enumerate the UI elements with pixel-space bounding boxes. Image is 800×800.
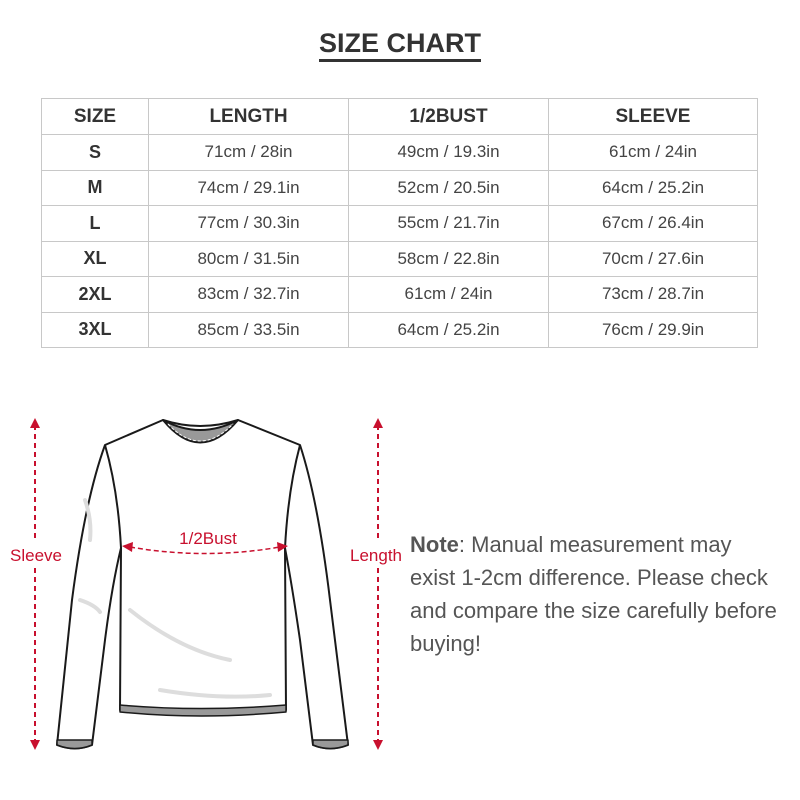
length-cell: 77cm / 30.3in bbox=[148, 205, 349, 242]
size-table: SIZE LENGTH 1/2BUST SLEEVE S 71cm / 28in 4… bbox=[41, 98, 758, 348]
length-cell: 71cm / 28in bbox=[148, 134, 349, 171]
length-cell: 85cm / 33.5in bbox=[148, 311, 349, 348]
table-row: M 74cm / 29.1in 52cm / 20.5in 64cm / 25.2in bbox=[41, 169, 758, 206]
note-label: Note bbox=[410, 532, 459, 557]
bust-cell: 58cm / 22.8in bbox=[348, 240, 549, 277]
shirt-icon bbox=[56, 419, 349, 750]
header-length: LENGTH bbox=[148, 98, 349, 135]
sleeve-arrow bbox=[30, 418, 40, 750]
length-cell: 83cm / 32.7in bbox=[148, 276, 349, 313]
size-cell: 3XL bbox=[41, 311, 149, 348]
length-cell: 74cm / 29.1in bbox=[148, 169, 349, 206]
size-cell: S bbox=[41, 134, 149, 171]
note-text: : Manual measurement may exist 1-2cm dif… bbox=[410, 532, 777, 656]
sleeve-cell: 67cm / 26.4in bbox=[548, 205, 758, 242]
header-sleeve: SLEEVE bbox=[548, 98, 758, 135]
size-cell: XL bbox=[41, 240, 149, 277]
table-header-row: SIZE LENGTH 1/2BUST SLEEVE bbox=[41, 98, 758, 135]
bust-cell: 64cm / 25.2in bbox=[348, 311, 549, 348]
bust-label: 1/2Bust bbox=[179, 529, 237, 548]
size-cell: L bbox=[41, 205, 149, 242]
page-title: SIZE CHART bbox=[0, 28, 800, 62]
bust-cell: 49cm / 19.3in bbox=[348, 134, 549, 171]
table-row: 2XL 83cm / 32.7in 61cm / 24in 73cm / 28.7in bbox=[41, 276, 758, 313]
measurement-note: Note: Manual measurement may exist 1-2cm… bbox=[410, 528, 780, 660]
bust-cell: 52cm / 20.5in bbox=[348, 169, 549, 206]
table-row: XL 80cm / 31.5in 58cm / 22.8in 70cm / 27.6i… bbox=[41, 240, 758, 277]
bust-arrow bbox=[122, 542, 288, 555]
sleeve-label: Sleeve bbox=[10, 546, 62, 565]
header-bust: 1/2BUST bbox=[348, 98, 549, 135]
table-row: L 77cm / 30.3in 55cm / 21.7in 67cm / 26.4in bbox=[41, 205, 758, 242]
sleeve-cell: 70cm / 27.6in bbox=[548, 240, 758, 277]
bust-cell: 55cm / 21.7in bbox=[348, 205, 549, 242]
header-size: SIZE bbox=[41, 98, 149, 135]
length-arrow bbox=[373, 418, 383, 750]
table-row: 3XL 85cm / 33.5in 64cm / 25.2in 76cm / 29.9… bbox=[41, 311, 758, 348]
length-label: Length bbox=[350, 546, 402, 565]
sleeve-cell: 64cm / 25.2in bbox=[548, 169, 758, 206]
sleeve-cell: 76cm / 29.9in bbox=[548, 311, 758, 348]
size-cell: M bbox=[41, 169, 149, 206]
table-row: S 71cm / 28in 49cm / 19.3in 61cm / 24in bbox=[41, 134, 758, 171]
